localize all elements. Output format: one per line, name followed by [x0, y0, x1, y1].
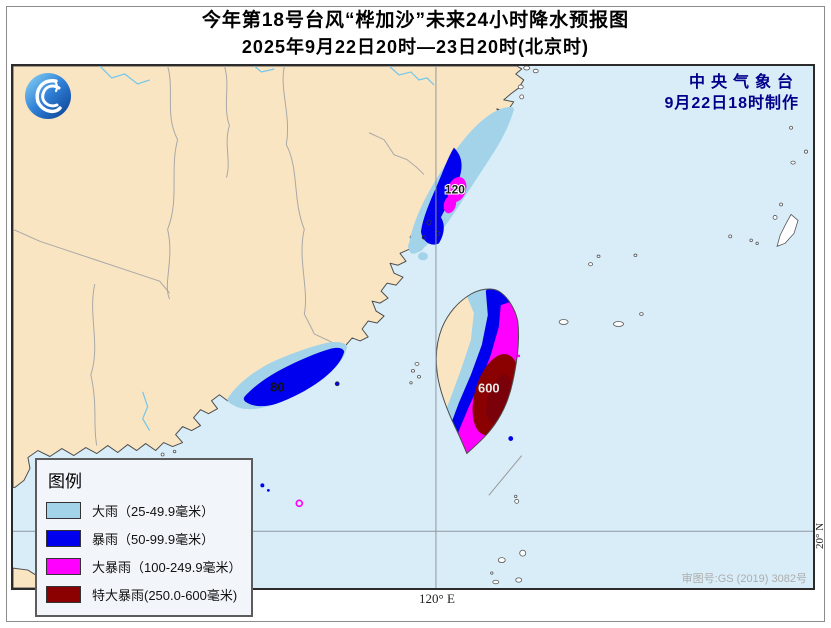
agency-credit: 中央气象台 9月22日18时制作	[665, 72, 800, 114]
map-title: 今年第18号台风“桦加沙”未来24小时降水预报图 2025年9月22日20时—2…	[0, 7, 831, 60]
legend-swatch-heavy-rainstorm	[46, 558, 81, 575]
title-line-1: 今年第18号台风“桦加沙”未来24小时降水预报图	[201, 10, 630, 31]
agency-issued-time: 9月22日18时制作	[664, 95, 799, 112]
legend-label-rainstorm: 暴雨（50-99.9毫米）	[92, 532, 215, 547]
islands	[160, 66, 809, 585]
latitude-tick-label: 20° N	[814, 522, 826, 549]
rain-label-120: 120	[445, 183, 465, 197]
cma-logo-icon	[25, 73, 71, 119]
legend-swatch-heavy-rain	[46, 502, 81, 519]
longitude-tick-label: 120° E	[419, 591, 455, 606]
legend-row-extreme-rainstorm: 特大暴雨(250.0-600毫米)	[46, 585, 242, 604]
legend-swatch-rainstorm	[46, 530, 81, 547]
rivers	[99, 66, 435, 431]
legend: 图例 大雨（25-49.9毫米） 暴雨（50-99.9毫米） 大暴雨（100-2…	[35, 458, 253, 617]
title-line-2: 2025年9月22日20时—23日20时(北京时)	[241, 37, 590, 57]
legend-label-extreme-rainstorm: 特大暴雨(250.0-600毫米)	[92, 588, 238, 603]
map-approval-number: 审图号:GS (2019) 3082号	[681, 573, 807, 585]
agency-name: 中央气象台	[688, 74, 799, 91]
legend-label-heavy-rainstorm: 大暴雨（100-249.9毫米）	[92, 560, 242, 575]
rain-label-80: 80	[270, 380, 284, 395]
legend-swatch-extreme-rainstorm	[46, 586, 81, 603]
rain-dots	[260, 354, 521, 508]
rain-band-guangdong	[227, 341, 348, 410]
luzon-strait-line	[488, 455, 523, 496]
rain-label-600: 600	[478, 381, 500, 396]
legend-title: 图例	[48, 472, 82, 491]
rain-band-zhejiang	[408, 106, 514, 261]
legend-label-heavy-rain: 大雨（25-49.9毫米）	[92, 504, 215, 519]
legend-row-heavy-rainstorm: 大暴雨（100-249.9毫米）	[46, 557, 242, 576]
legend-row-rainstorm: 暴雨（50-99.9毫米）	[46, 529, 242, 548]
legend-row-heavy-rain: 大雨（25-49.9毫米）	[46, 501, 242, 520]
forecast-map: 120 80 600 中央气象台 9月22日18时制作 图例 大雨（25-4	[11, 64, 815, 617]
